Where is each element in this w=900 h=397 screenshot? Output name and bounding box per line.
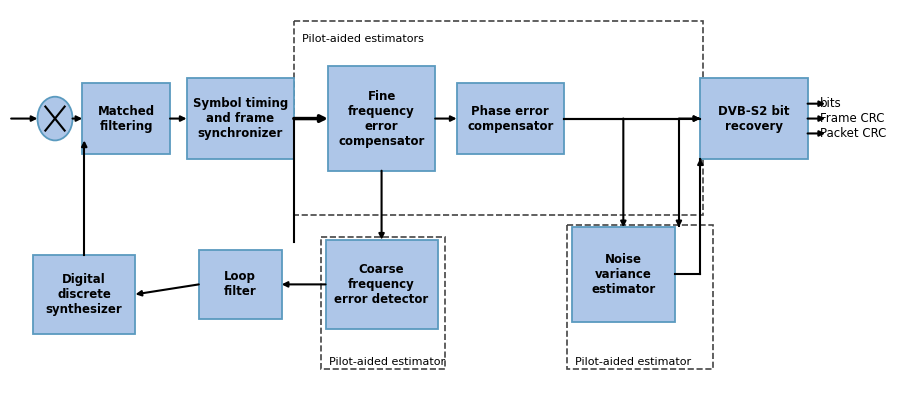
FancyBboxPatch shape	[199, 250, 282, 319]
FancyBboxPatch shape	[186, 78, 293, 159]
Text: Matched
filtering: Matched filtering	[97, 104, 155, 133]
FancyBboxPatch shape	[572, 227, 674, 322]
Text: Packet CRC: Packet CRC	[820, 127, 886, 140]
FancyBboxPatch shape	[700, 78, 807, 159]
Text: bits: bits	[820, 97, 842, 110]
Text: Digital
discrete
synthesizer: Digital discrete synthesizer	[46, 273, 122, 316]
Text: Phase error
compensator: Phase error compensator	[467, 104, 554, 133]
Text: Loop
filter: Loop filter	[224, 270, 256, 299]
Text: Pilot-aided estimator: Pilot-aided estimator	[328, 357, 446, 367]
Text: Symbol timing
and frame
synchronizer: Symbol timing and frame synchronizer	[193, 97, 288, 140]
Text: Pilot-aided estimator: Pilot-aided estimator	[574, 357, 690, 367]
Text: Noise
variance
estimator: Noise variance estimator	[591, 253, 655, 296]
FancyBboxPatch shape	[456, 83, 564, 154]
FancyBboxPatch shape	[33, 254, 135, 334]
Text: Frame CRC: Frame CRC	[820, 112, 885, 125]
Text: Pilot-aided estimators: Pilot-aided estimators	[302, 34, 424, 44]
Ellipse shape	[38, 97, 73, 141]
FancyBboxPatch shape	[326, 240, 437, 329]
Text: DVB-S2 bit
recovery: DVB-S2 bit recovery	[718, 104, 789, 133]
FancyBboxPatch shape	[328, 66, 436, 171]
FancyBboxPatch shape	[82, 83, 170, 154]
Text: Coarse
frequency
error detector: Coarse frequency error detector	[335, 263, 428, 306]
Text: Fine
frequency
error
compensator: Fine frequency error compensator	[338, 90, 425, 148]
